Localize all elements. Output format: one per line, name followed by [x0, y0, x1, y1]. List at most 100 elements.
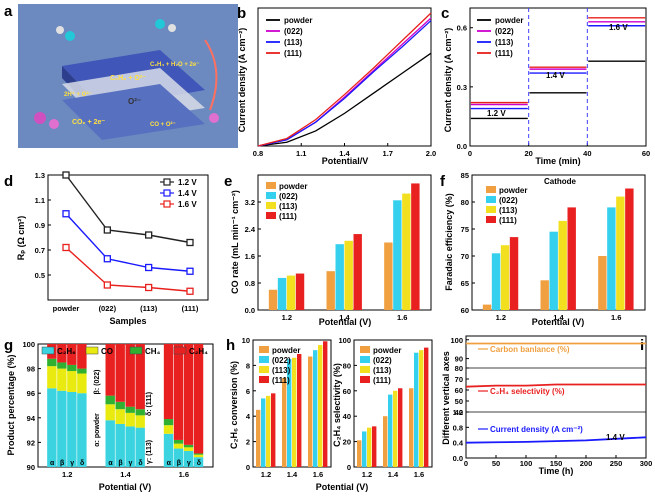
- stacked-bar-CH₄: [57, 362, 67, 369]
- y-tick-label: 3.2: [245, 198, 255, 207]
- sub-label: β: [118, 460, 123, 467]
- y-tick-label: 85: [461, 171, 469, 180]
- x-tick-label: 50: [492, 459, 500, 468]
- reaction-left: 2H⁺ + O²⁻: [64, 91, 92, 98]
- y-tick-label: 100: [450, 336, 463, 345]
- bar-(113)-1.2: [367, 427, 372, 467]
- stacked-bar-C₂H₄: [163, 344, 174, 420]
- bar-powder-1.6: [308, 356, 313, 467]
- y-axis-label: Current density (A cm⁻²): [443, 28, 453, 132]
- voltage-annotation: 1.2 V: [487, 109, 506, 118]
- bar-(113)-1.4: [558, 220, 567, 310]
- bar-(022)-1.6: [607, 207, 616, 310]
- flow-arrow: [204, 39, 218, 111]
- legend-swatch: [259, 346, 269, 353]
- stacked-bar-CO: [115, 409, 125, 424]
- voltage-annotation: 1.4 V: [606, 433, 625, 442]
- x-tick-label: (022): [99, 304, 117, 313]
- molecule-icon: [209, 113, 219, 123]
- bar-(111)-1.2: [372, 426, 377, 467]
- bar-(111)-1.4: [567, 207, 576, 310]
- legend-label: powder: [272, 346, 300, 355]
- x-tick-label: 1.2: [62, 470, 72, 479]
- voltage-annotation: 1.6 V: [609, 23, 628, 32]
- y-tick-label: 0.9: [35, 221, 45, 230]
- y-tick-label: 100: [338, 336, 351, 345]
- legend-label: 1.2 V: [178, 178, 197, 187]
- x-axis-label: Samples: [109, 316, 146, 326]
- reaction-bottom: CO₂ + 2e⁻: [72, 119, 105, 126]
- y-tick-label: 50: [455, 397, 463, 406]
- bar-(113)-1.2: [266, 395, 271, 467]
- legend-label: (022): [499, 196, 518, 205]
- data-point: [186, 267, 194, 275]
- legend-label: (111): [272, 376, 290, 385]
- bar-powder-1.4: [540, 280, 549, 310]
- stacked-bar-C₂H₆: [183, 451, 194, 467]
- panel-label-g: g: [4, 337, 13, 354]
- stacked-bar-CO: [193, 454, 204, 458]
- bar-powder-1.6: [409, 388, 414, 467]
- legend-label: C₂H₄: [189, 347, 208, 356]
- data-point: [103, 281, 111, 289]
- sub-label: β: [177, 460, 182, 467]
- x-tick-label: 1.4: [120, 470, 131, 479]
- center-label: O²⁻: [128, 97, 141, 106]
- legend-swatch: [266, 202, 276, 209]
- series-line-1.2 V: [65, 174, 191, 244]
- legend-label: 1.6 V: [178, 200, 197, 209]
- bar-(022)-1.4: [335, 244, 344, 310]
- bar-powder-1.4: [282, 378, 287, 467]
- bar-(111)-1.2: [509, 237, 519, 310]
- y-axis-label: Rₚ (Ω cm²): [16, 216, 26, 261]
- bar-(022)-1.4: [287, 359, 292, 467]
- y-tick-label: 80: [343, 361, 351, 370]
- data-point: [62, 243, 70, 252]
- panel-label-a: a: [4, 3, 13, 20]
- y-tick-label: 20: [343, 438, 351, 447]
- stacked-bar-C₂H₄: [125, 344, 135, 407]
- legend-label: (113): [499, 206, 518, 215]
- stacked-bar-C₂H₆: [163, 433, 174, 467]
- bar-(113)-1.6: [419, 350, 424, 467]
- stacked-bar-CO: [77, 373, 87, 394]
- data-point: [145, 231, 153, 239]
- data-point: [145, 283, 153, 292]
- bar-powder-1.2: [357, 440, 362, 467]
- x-tick-label: 2.0: [426, 149, 436, 158]
- stacked-bar-C₂H₄: [105, 344, 115, 396]
- y-tick-label: 0: [347, 463, 351, 472]
- bar-(111)-1.4: [297, 353, 302, 467]
- y-tick-label: 98: [27, 365, 35, 374]
- legend-marker: [163, 200, 171, 208]
- legend-label: (111): [284, 49, 302, 58]
- x-tick-label: 1.6: [397, 313, 407, 322]
- stacked-bar-C₂H₆: [57, 390, 67, 467]
- stacked-bar-CH₄: [77, 368, 87, 374]
- legend-swatch: [266, 182, 276, 189]
- bar-(022)-1.6: [393, 200, 402, 310]
- legend-swatch: [486, 196, 496, 203]
- panel-c: c Time (min) Current density (A cm⁻²) 0 2…: [441, 5, 650, 166]
- sub-label: γ: [129, 460, 133, 467]
- bar-powder-1.6: [384, 242, 393, 310]
- bar-(113)-1.4: [393, 390, 398, 467]
- stacked-bar-C₂H₄: [77, 344, 87, 369]
- bar-powder-1.4: [326, 271, 335, 310]
- y-tick-label: 94: [27, 414, 36, 423]
- legend-label: (111): [373, 376, 391, 385]
- panel-label-h: h: [226, 337, 235, 354]
- series-label: C₂H₄ selectivity (%): [490, 387, 565, 396]
- y-tick-label: 60: [461, 306, 469, 315]
- x-tick-label: 0: [468, 149, 472, 158]
- stacked-bar-CH₄: [47, 358, 57, 367]
- panel-label-c: c: [441, 5, 449, 22]
- plot-frame: [47, 174, 209, 301]
- x-axis-label: Potential (V): [532, 317, 585, 327]
- data-point: [145, 263, 153, 272]
- x-tick-label: 1.2: [362, 470, 372, 479]
- y-tick-label: 92: [27, 438, 35, 447]
- x-tick-label: 150: [550, 459, 563, 468]
